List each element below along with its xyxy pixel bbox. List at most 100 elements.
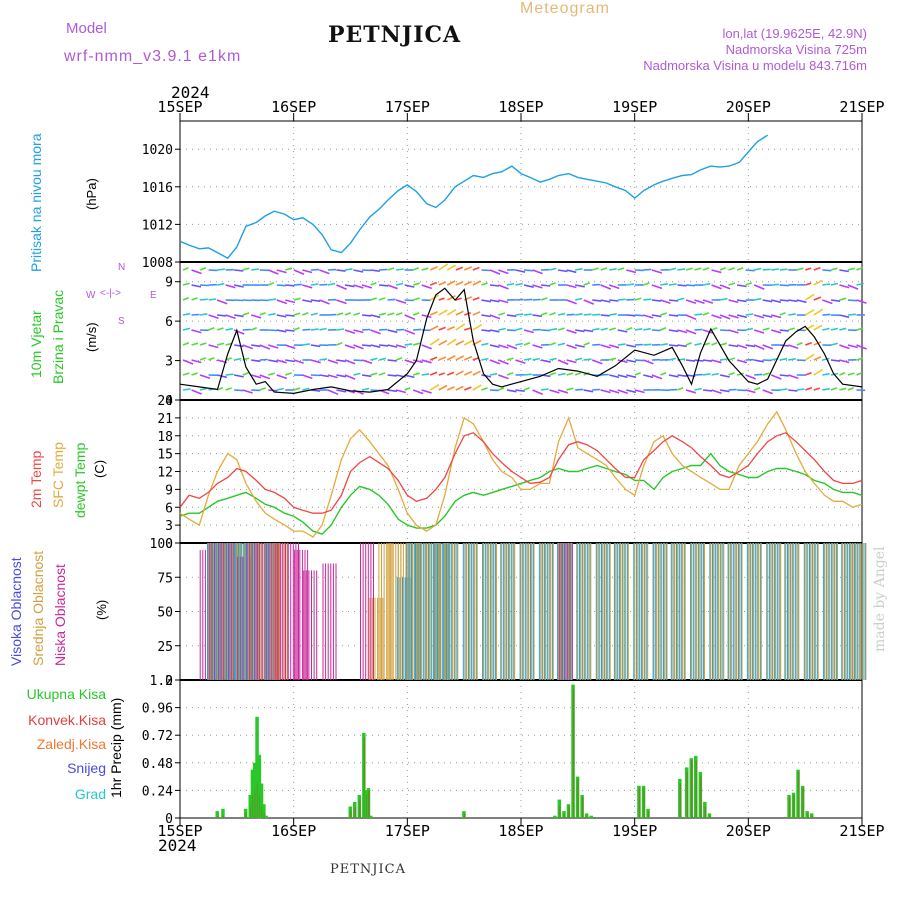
wind-arrow <box>609 313 617 316</box>
ytick-label: 12 <box>157 466 173 481</box>
wind-arrow <box>370 314 381 319</box>
wind-arrow <box>361 284 373 289</box>
wind-key-n: N <box>118 262 126 273</box>
wind-arrow <box>600 327 608 331</box>
wind-arrow <box>557 312 566 316</box>
wind-arrow <box>685 342 692 346</box>
wind-arrow <box>463 265 473 271</box>
wind-arrow <box>182 388 191 391</box>
precip-conv-bar <box>788 797 791 818</box>
wind-arrow <box>464 386 472 391</box>
wind-arrow <box>267 281 275 286</box>
wind-arrow <box>404 359 415 365</box>
xtick-label-bottom: 20SEP <box>726 822 771 840</box>
wind-arrow <box>429 356 438 361</box>
wind-arrow <box>438 297 445 301</box>
wind-arrow <box>310 374 320 377</box>
wind-arrow <box>677 374 687 377</box>
temp-2m-line <box>179 432 863 514</box>
wind-arrow <box>719 314 731 320</box>
wind-arrow <box>830 282 839 286</box>
wind-arrow <box>600 373 609 376</box>
wind-arrow <box>694 313 703 316</box>
wind-arrow <box>702 282 711 286</box>
wind-arrow <box>233 284 244 288</box>
wind-arrow <box>634 359 644 362</box>
precip-conv-bar <box>638 788 641 818</box>
wind-arrow <box>634 297 642 301</box>
ytick-label: 100 <box>150 537 173 552</box>
wind-arrow <box>378 297 386 301</box>
wind-arrow <box>285 267 293 271</box>
wind-arrow <box>191 313 200 316</box>
wind-arrow <box>651 329 661 332</box>
wind-arrow <box>225 314 236 320</box>
wind-arrow <box>361 374 372 378</box>
wind-arrow <box>481 282 488 286</box>
wind-arrow <box>285 314 295 317</box>
wind-arrow <box>830 327 838 331</box>
wind-arrow <box>626 314 636 317</box>
wind-arrow <box>711 284 722 290</box>
wind-arrow <box>813 368 823 376</box>
precip-conv-bar <box>254 790 256 818</box>
wind-arrow <box>455 385 464 391</box>
wind-arrow <box>660 371 667 376</box>
wind-arrow <box>762 327 770 331</box>
wind-arrow <box>822 269 832 272</box>
wind-arrow <box>626 359 637 363</box>
ytick-label: 1020 <box>142 143 173 158</box>
wind-arrow <box>446 264 456 271</box>
wind-arrow <box>191 329 202 334</box>
wind-arrow <box>242 312 250 316</box>
wind-arrow <box>361 344 372 347</box>
wind-arrow <box>302 284 313 289</box>
wind-arrow <box>208 327 215 331</box>
wind-arrow <box>302 374 313 380</box>
precip-total-bar <box>221 808 225 818</box>
precip-conv-bar <box>365 795 368 818</box>
wind-arrow <box>404 284 415 288</box>
wind-arrow <box>404 374 415 379</box>
wind-arrow <box>250 314 262 319</box>
wind-arrow <box>182 266 189 271</box>
wind-arrow <box>395 389 407 394</box>
wind-arrow <box>523 357 532 361</box>
wind-arrow <box>353 372 361 376</box>
wind-key-s: S <box>118 316 125 327</box>
wind-arrow <box>182 327 191 331</box>
wind-arrow <box>626 283 635 286</box>
wind-arrow <box>847 344 858 349</box>
wind-arrow <box>677 297 685 301</box>
wind-arrow <box>259 344 271 350</box>
wind-arrow <box>191 372 198 376</box>
wind-arrow <box>191 389 202 395</box>
precip-conv-bar <box>679 783 682 818</box>
precip-conv-bar <box>363 737 366 818</box>
wind-arrow <box>472 280 482 286</box>
wind-arrow <box>762 389 773 395</box>
xtick-label-top: 20SEP <box>726 98 771 116</box>
wind-arrow <box>805 267 812 271</box>
wind-arrow <box>481 269 491 272</box>
wind-arrow <box>225 327 233 331</box>
wind-arrow <box>446 280 456 286</box>
precip-conv-bar <box>686 772 688 818</box>
wind-arrow <box>234 299 244 302</box>
wind-arrow <box>609 268 617 271</box>
wind-arrow <box>481 329 491 332</box>
wind-arrow <box>771 329 782 334</box>
wind-arrow <box>421 314 432 319</box>
sfc-temp-line <box>179 410 863 538</box>
wind-arrow <box>310 328 319 331</box>
wind-arrow <box>549 267 557 271</box>
wind-arrow <box>779 284 789 287</box>
wind-arrow <box>583 358 592 361</box>
wind-arrow <box>719 358 728 361</box>
wind-arrow <box>566 284 577 289</box>
wind-arrow <box>660 312 667 316</box>
wind-arrow <box>268 312 276 316</box>
wind-arrow <box>276 374 288 380</box>
wind-arrow <box>557 269 568 273</box>
wind-arrow <box>182 359 194 365</box>
